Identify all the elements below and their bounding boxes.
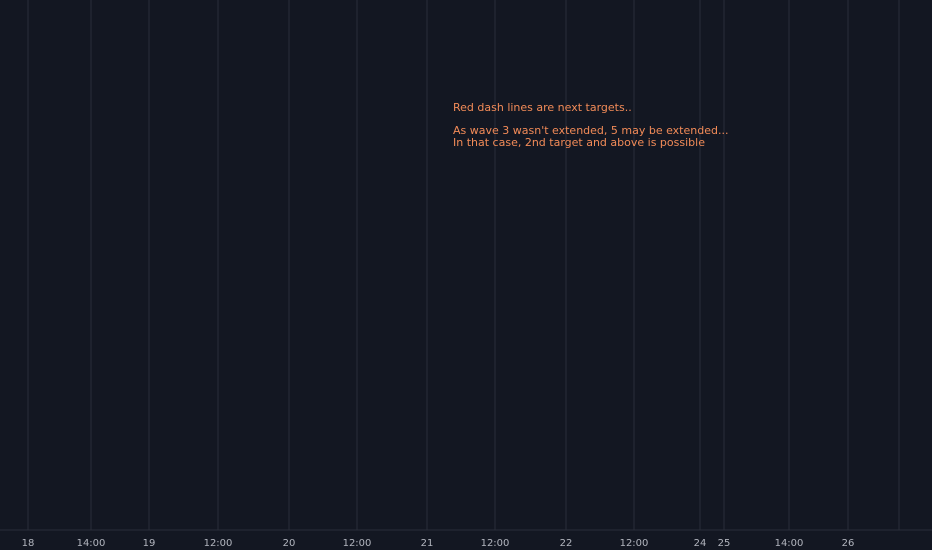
x-tick-label: 12:00 [620,538,649,549]
time-axis[interactable]: 18 14:00 19 12:00 20 12:00 21 12:00 22 12:00 24 25 1… [22,538,855,549]
x-tick-label: 14:00 [77,538,106,549]
x-tick-label: 12:00 [481,538,510,549]
x-tick-label: 18 [22,538,35,549]
x-tick-label: 25 [718,538,731,549]
annotation-line-3: In that case, 2nd target and above is po… [453,136,705,149]
x-tick-label: 12:00 [204,538,233,549]
x-tick-label: 19 [143,538,156,549]
x-tick-label: 14:00 [775,538,804,549]
x-tick-label: 20 [283,538,296,549]
x-tick-label: 22 [560,538,573,549]
x-tick-label: 21 [421,538,434,549]
x-tick-label: 12:00 [343,538,372,549]
x-tick-label: 24 [694,538,707,549]
grid-lines [27,0,849,530]
x-tick-label: 26 [842,538,855,549]
annotation-line-1: Red dash lines are next targets.. [453,101,632,114]
annotation-notes: Red dash lines are next targets.. As wav… [453,101,728,149]
annotation-line-2: As wave 3 wasn't extended, 5 may be exte… [453,124,728,137]
